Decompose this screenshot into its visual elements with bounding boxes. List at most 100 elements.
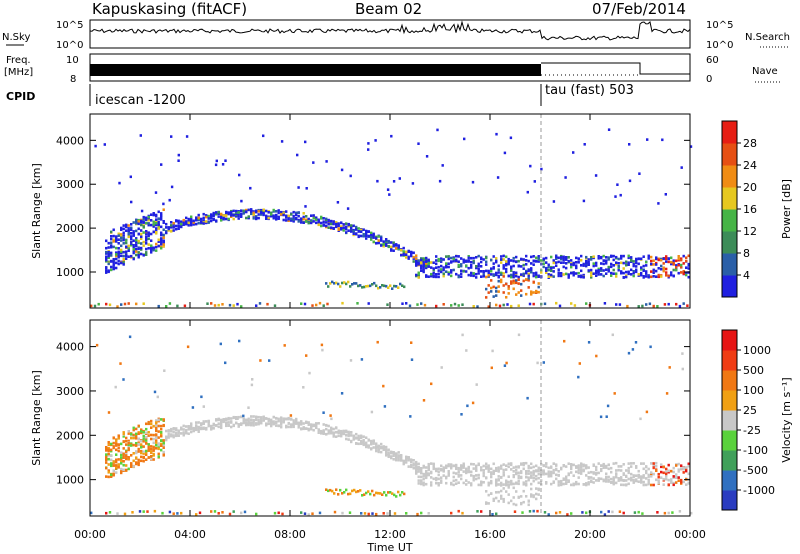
data-cell [472,260,475,263]
data-cell [250,383,254,387]
data-cell [470,462,473,466]
data-cell [540,271,543,274]
data-cell [660,465,663,469]
colorbar-tick-label: 100 [743,384,764,397]
data-cell [150,455,153,458]
time-tick-label: 08:00 [274,528,306,541]
data-cell [585,264,588,268]
data-cell [487,269,490,273]
data-cell [142,218,145,221]
data-cell [232,510,235,513]
data-cell [415,467,418,470]
data-cell [460,477,463,481]
data-cell [182,218,185,222]
data-cell [487,305,490,308]
data-cell [140,232,143,236]
data-cell [507,260,510,263]
data-cell [652,466,655,470]
data-cell [412,260,415,263]
data-cell [420,258,423,262]
data-cell [490,273,493,276]
data-cell [505,267,508,271]
data-cell [140,428,143,432]
data-cell [147,449,150,452]
data-cell [115,444,118,447]
data-cell [329,414,332,417]
data-cell [627,263,630,266]
data-cell [567,274,570,278]
data-cell [287,217,290,221]
data-cell [221,511,224,514]
data-cell [640,481,643,484]
data-cell [130,432,133,436]
data-cell [357,438,360,441]
data-cell [675,302,678,306]
data-cell [117,247,120,250]
data-cell [457,481,460,484]
data-cell [157,240,160,243]
data-cell [555,257,558,260]
data-cell [252,415,255,418]
data-cell [277,215,280,219]
data-cell [487,470,490,473]
velocity-colorbar-frame [721,329,738,511]
data-cell [455,465,458,468]
data-cell [115,251,118,254]
data-cell [387,448,390,452]
data-cell [572,483,575,486]
data-cell [510,468,513,471]
data-cell [572,261,575,265]
data-cell [470,482,473,485]
data-cell [135,432,138,436]
data-cell [355,436,358,439]
data-cell [410,460,413,464]
data-cell [105,448,108,451]
data-cell [527,464,530,468]
data-cell [127,227,130,230]
data-cell [657,275,660,279]
data-cell [210,213,213,216]
data-cell [662,471,665,475]
data-cell [526,396,529,400]
data-cell [277,419,280,423]
data-cell [655,269,658,273]
data-cell [215,419,218,422]
data-cell [640,273,643,277]
data-cell [635,268,638,272]
data-cell [535,273,538,277]
data-cell [252,211,255,215]
data-cell [656,305,659,308]
data-cell [422,268,425,271]
data-cell [492,262,495,265]
data-cell [187,432,190,435]
data-cell [537,282,540,285]
data-cell [380,450,383,454]
data-cell [622,483,625,487]
data-cell [525,470,528,473]
data-cell [655,257,658,261]
data-cell [532,479,535,483]
data-cell [405,458,408,462]
data-cell [490,479,493,483]
data-cell [417,470,420,473]
data-cell [105,255,108,259]
data-cell [155,441,158,444]
data-cell [140,242,143,245]
data-cell [392,243,395,247]
colorbar-swatch [722,165,737,188]
data-cell [400,457,403,460]
data-cell [112,446,115,450]
data-cell [480,257,483,260]
data-cell [522,272,525,276]
data-cell [447,470,450,473]
data-cell [285,216,288,219]
data-cell [202,405,205,408]
data-cell [420,261,423,265]
colorbar-tick-label: 500 [743,364,764,377]
data-cell [224,159,227,162]
data-cell [495,294,498,297]
data-cell [672,481,675,485]
data-cell [642,483,645,487]
data-cell [590,470,593,474]
data-cell [447,463,450,466]
